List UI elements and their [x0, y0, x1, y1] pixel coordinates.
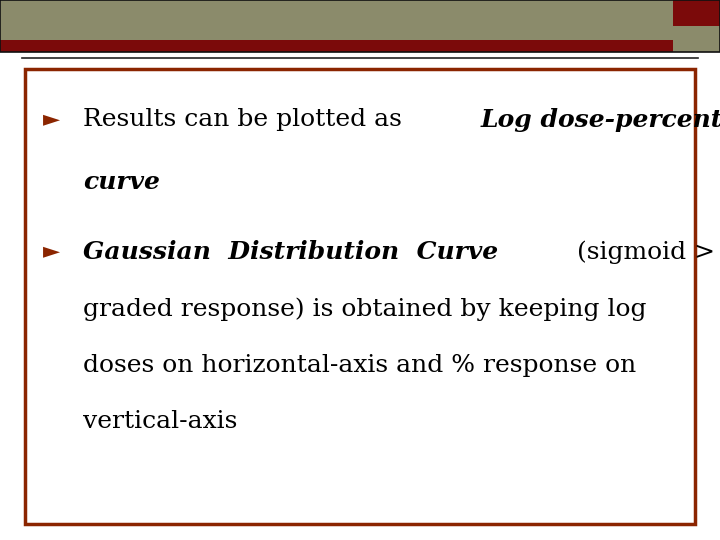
Text: (sigmoid >: (sigmoid >: [570, 240, 715, 264]
Text: Gaussian  Distribution  Curve: Gaussian Distribution Curve: [83, 240, 498, 264]
Text: Log dose-percentage: Log dose-percentage: [481, 108, 720, 132]
Text: curve: curve: [83, 170, 160, 194]
Bar: [673, 33, 720, 52]
Bar: [673, 0, 720, 26]
Text: ►: ►: [43, 108, 60, 130]
Bar: [0, 0, 720, 40]
Text: doses on horizontal-axis and % response on: doses on horizontal-axis and % response …: [83, 354, 636, 377]
Text: Results can be plotted as: Results can be plotted as: [83, 108, 410, 131]
Text: vertical-axis: vertical-axis: [83, 410, 237, 434]
Bar: [0, 0, 720, 52]
Text: ►: ►: [43, 240, 60, 262]
Text: graded response) is obtained by keeping log: graded response) is obtained by keeping …: [83, 297, 647, 321]
Bar: [0, 40, 720, 52]
FancyBboxPatch shape: [25, 69, 695, 524]
